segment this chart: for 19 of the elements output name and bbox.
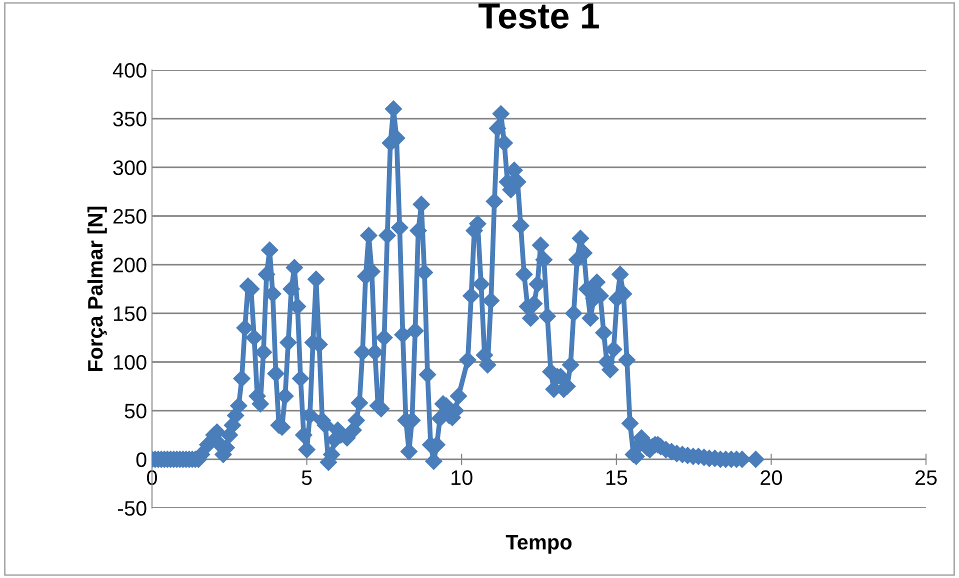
y-tick-label: 50 (124, 404, 146, 418)
x-tick-label: 10 (452, 470, 472, 486)
x-tick-label: 0 (147, 470, 157, 486)
y-axis-title: Força Palmar [N] (87, 206, 107, 371)
y-tick-label: -50 (118, 501, 146, 516)
y-tick-label: 300 (113, 160, 146, 176)
x-axis-title: Tempo (506, 535, 572, 554)
y-tick-label: 0 (136, 452, 146, 468)
chart-title: Teste 1 (478, 3, 599, 29)
x-tick-label: 25 (915, 470, 937, 486)
x-tick-label: 20 (760, 470, 782, 486)
y-tick-label: 150 (114, 306, 146, 322)
y-tick-label: 200 (113, 258, 146, 272)
y-tick-label: 350 (113, 112, 146, 126)
x-tick-label: 15 (606, 470, 628, 486)
y-tick-label: 400 (112, 63, 146, 78)
x-tick-label: 5 (302, 470, 312, 486)
y-tick-label: 100 (114, 355, 146, 370)
y-tick-label: 250 (113, 209, 146, 224)
